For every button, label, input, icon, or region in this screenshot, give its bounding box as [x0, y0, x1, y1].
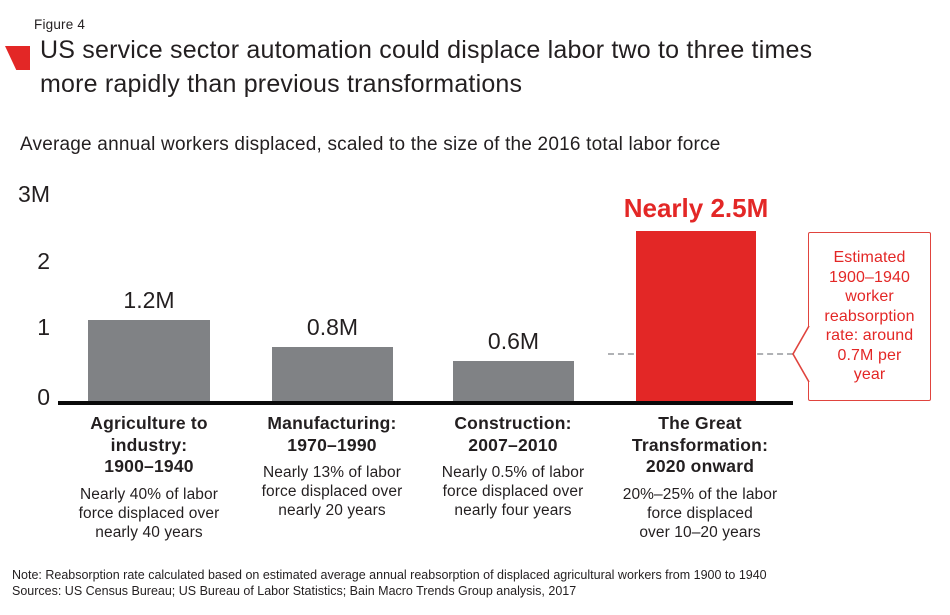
category-label: The Great Transformation: 2020 onward [631, 413, 769, 476]
y-axis-tick-3m: 3M [18, 181, 50, 207]
bar-value-label: Nearly 2.5M [623, 193, 769, 223]
bar-group-agriculture: 1.2M [88, 0, 210, 402]
bar-group-great-transformation: Nearly 2.5M [624, 0, 768, 402]
bar-group-construction: 0.6M [453, 0, 574, 402]
category-manufacturing: Manufacturing: 1970–1990 Nearly 13% of l… [232, 413, 432, 520]
bar-agriculture [88, 320, 210, 402]
category-description: Nearly 0.5% of labor force displaced ove… [441, 464, 585, 519]
category-great-transformation: The Great Transformation: 2020 onward 20… [600, 413, 800, 542]
figure-label: Figure 4 [34, 17, 86, 32]
bar-value-label: 0.8M [306, 314, 359, 340]
category-description: 20%–25% of the labor force displaced ove… [622, 485, 778, 541]
category-label: Construction: 2007–2010 [454, 413, 572, 455]
note-text: Note: Reabsorption rate calculated based… [12, 568, 767, 582]
bar-great-transformation [636, 231, 756, 402]
chart-subtitle: Average annual workers displaced, scaled… [20, 134, 721, 155]
bar-manufacturing [272, 347, 393, 402]
category-label: Manufacturing: 1970–1990 [267, 413, 397, 455]
y-axis-tick-0: 0 [37, 384, 50, 410]
page-title: US service sector automation could displ… [40, 36, 813, 98]
category-description: Nearly 13% of labor force displaced over… [261, 464, 403, 519]
y-axis-tick-2: 2 [37, 248, 50, 274]
x-axis-baseline [58, 401, 793, 405]
bar-group-manufacturing: 0.8M [272, 0, 393, 402]
category-label: Agriculture to industry: 1900–1940 [90, 413, 208, 476]
bar-value-label: 0.6M [487, 328, 540, 354]
category-agriculture: Agriculture to industry: 1900–1940 Nearl… [49, 413, 249, 542]
bar-value-label: 1.2M [123, 287, 175, 313]
bar-construction [453, 361, 574, 402]
category-description: Nearly 40% of labor force displaced over… [78, 485, 220, 541]
y-axis-tick-1: 1 [37, 314, 50, 340]
annotation-callout-text: Estimated 1900–1940 worker reabsorption … [824, 249, 915, 384]
callout-pointer-icon [792, 325, 810, 383]
sources-text: Sources: US Census Bureau; US Bureau of … [12, 584, 577, 598]
category-construction: Construction: 2007–2010 Nearly 0.5% of l… [413, 413, 613, 520]
annotation-callout-box: Estimated 1900–1940 worker reabsorption … [808, 232, 931, 401]
bar-chart-plot-area: 3M 2 1 0 1.2M 0.8M 0.6M Nearly 2.5M [18, 0, 793, 409]
